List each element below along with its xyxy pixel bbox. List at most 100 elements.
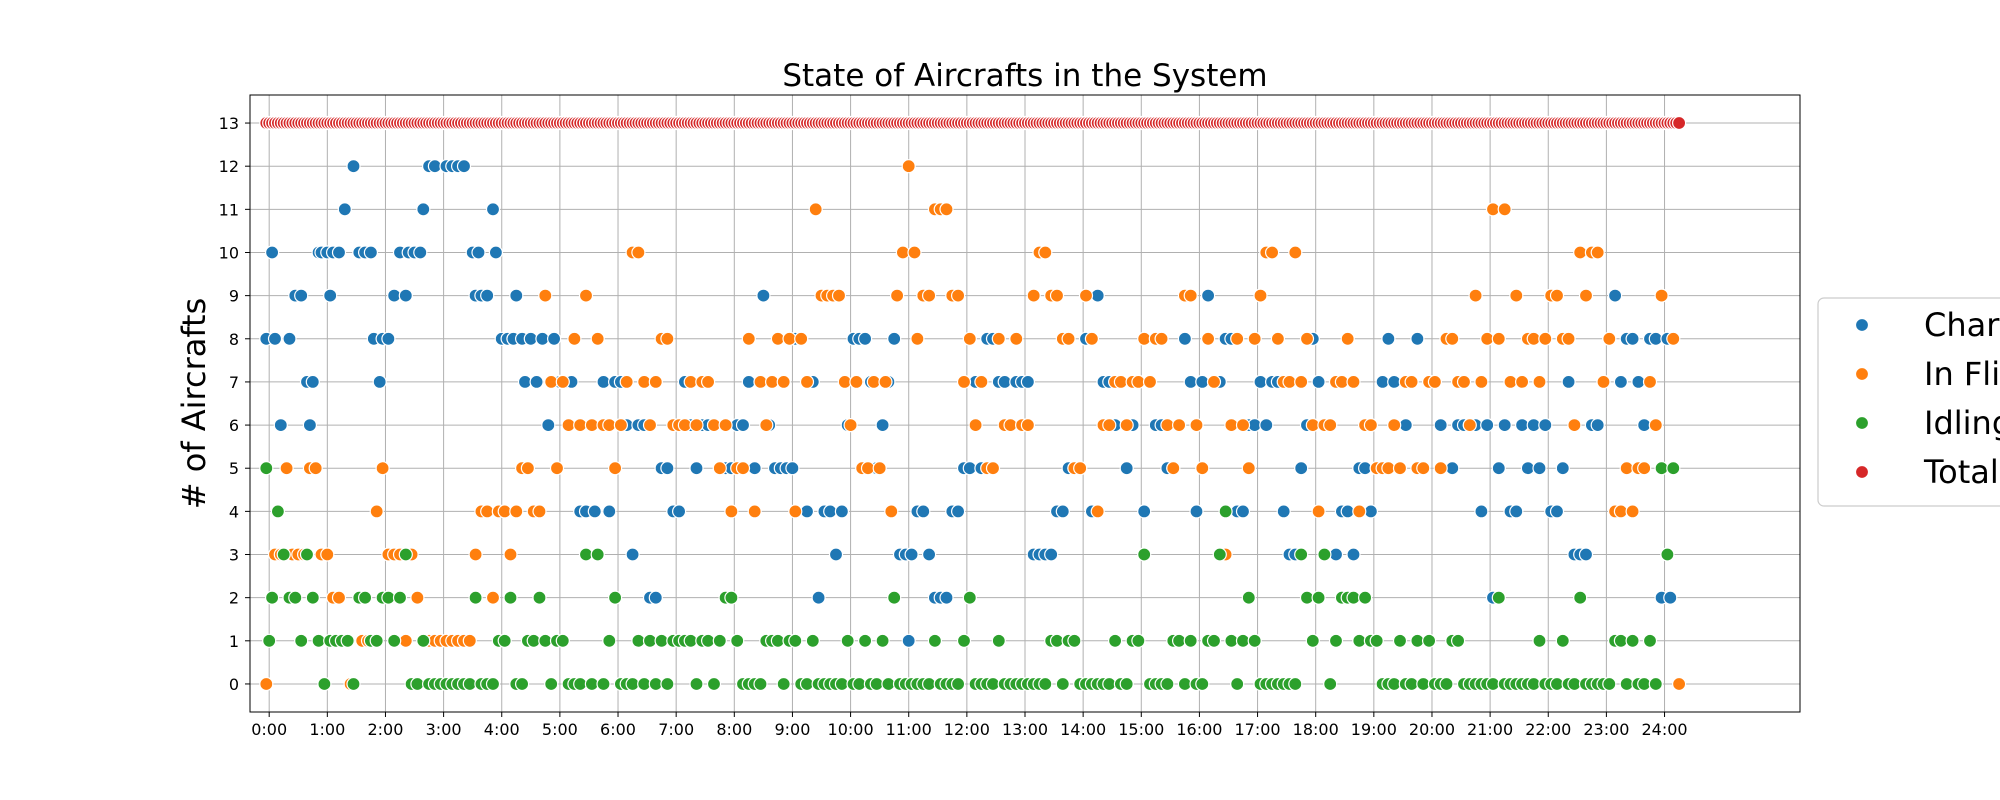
in-flight-point [718,418,733,433]
in-flight-point [1514,374,1530,389]
in-flight-point [320,547,335,562]
in-flight-point [1549,288,1565,303]
idling-point [724,590,739,605]
x-tick-label: 3:00 [426,720,462,739]
in-flight-point [509,504,524,519]
charging-point [1259,418,1274,433]
idling-point [602,633,617,648]
in-flight-point [485,590,501,605]
in-flight-point [503,547,518,562]
idling-point [1328,633,1344,648]
x-tick-label: 8:00 [716,720,752,739]
idling-point [1195,676,1210,692]
idling-point [991,633,1006,648]
charging-point [1276,504,1291,519]
charging-point [921,547,937,562]
idling-point [1183,633,1198,648]
idling-point [776,676,791,692]
y-tick-label: 2 [229,589,239,608]
idling-point [532,590,547,605]
in-flight-point [950,288,966,303]
idling-point [305,590,320,605]
charging-point [305,374,320,389]
y-axis-label: # of Aircrafts [175,298,213,510]
in-flight-point [1642,374,1658,389]
in-flight-point [1346,374,1361,389]
x-tick-label: 23:00 [1583,720,1629,739]
idling-point [956,633,972,648]
in-flight-point [1596,374,1611,389]
idling-point [1305,633,1320,648]
in-flight-point [808,202,823,217]
charging-point [413,245,428,260]
in-flight-point [1363,418,1379,433]
charging-point [480,288,495,303]
idling-point [1137,547,1152,562]
charging-point [1491,461,1506,476]
axis-ticks: 0:00 1:00 2:00 3:00 4:00 5:00 6:00 7:00 8:00 9:00… [219,114,1688,739]
in-flight-point [724,504,739,519]
idling-point [1450,633,1466,648]
charging-point [1497,418,1512,433]
idling-point [369,633,384,648]
idling-point [276,547,291,562]
idling-point [485,676,501,692]
in-flight-point [1468,288,1483,303]
in-flight-point [1241,461,1256,476]
in-flight-point [578,288,594,303]
charging-point [302,418,317,433]
legend-label-idling: Idling [1924,404,2000,442]
charging-point [660,461,675,476]
y-tick-label: 9 [229,287,239,306]
chart-title: State of Aircrafts in the System [782,58,1267,94]
idling-point [1206,633,1222,648]
x-tick-label: 17:00 [1235,720,1281,739]
idling-point [730,633,745,648]
idling-point [1131,633,1146,648]
charging-point [1613,374,1629,389]
in-flight-point [1456,374,1472,389]
charging-point [265,245,280,260]
y-tick-label: 1 [229,632,239,651]
idling-point [590,547,605,562]
x-tick-label: 18:00 [1293,720,1339,739]
in-flight-point [921,288,937,303]
in-flight-point [1020,418,1036,433]
idling-point [270,504,285,519]
x-tick-label: 20:00 [1409,720,1455,739]
charging-point [1663,590,1678,605]
idling-point [1573,590,1588,605]
idling-point [962,590,977,605]
in-flight-point [613,418,629,433]
y-tick-label: 0 [229,675,239,694]
idling-point [607,590,623,605]
legend: Char In Fli Idling Total [1817,297,2000,507]
y-tick-label: 11 [219,200,239,219]
charging-point [857,331,873,346]
charging-point [828,547,844,562]
in-flight-point [1282,374,1297,389]
legend-frame [1817,297,2000,507]
charging-point [1607,288,1623,303]
idling-point [596,676,611,692]
charging-point [529,374,544,389]
in-flight-point [1090,504,1105,519]
legend-label-in-flight: In Fli [1924,355,2000,393]
idling-point [840,633,855,648]
y-tick-label: 5 [229,459,239,478]
idling-point [927,633,943,648]
charging-point [887,331,902,346]
x-tick-label: 24:00 [1641,720,1687,739]
idling-point [317,676,332,692]
charging-point [602,504,617,519]
in-flight-point [1288,245,1303,260]
in-flight-point [1102,418,1117,433]
in-flight-point [1567,418,1582,433]
charging-point [1055,504,1070,519]
in-flight-point [1538,331,1553,346]
idling-point [706,676,722,692]
x-tick-label: 11:00 [886,720,932,739]
in-flight-point [1294,374,1309,389]
charging-point [1381,331,1396,346]
